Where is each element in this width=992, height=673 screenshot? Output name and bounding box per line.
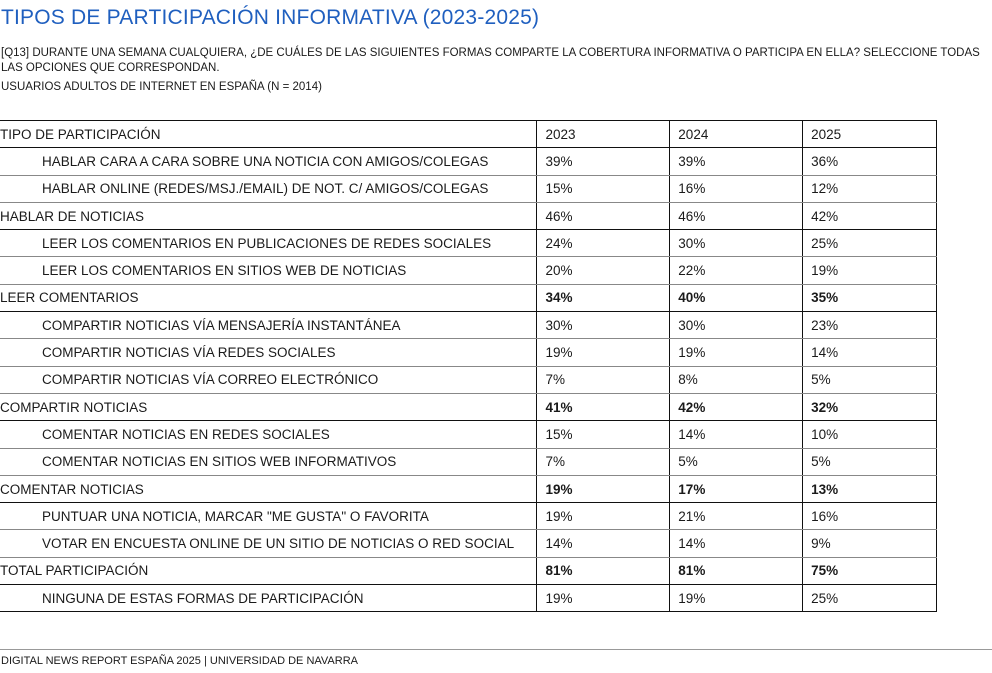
table-row: HABLAR ONLINE (REDES/MSJ./EMAIL) DE NOT.…: [0, 175, 937, 203]
cell-2025: 19%: [802, 256, 937, 285]
cell-2024: 14%: [669, 529, 804, 558]
cell-2023: 20%: [536, 256, 671, 285]
total-label: TOTAL PARTICIPACIÓN: [0, 556, 538, 586]
cell-2023: 46%: [536, 201, 671, 231]
table-row: PUNTUAR UNA NOTICIA, MARCAR "ME GUSTA" O…: [0, 502, 937, 531]
cell-2024: 40%: [669, 283, 804, 313]
cell-2025: 25%: [802, 584, 937, 613]
cell-2023: 30%: [536, 311, 671, 340]
row-label: VOTAR EN ENCUESTA ONLINE DE UN SITIO DE …: [0, 529, 538, 558]
table-row-group: COMPARTIR NOTICIAS 41% 42% 32%: [0, 392, 937, 422]
cell-2024: 22%: [669, 256, 804, 285]
cell-2024: 19%: [669, 338, 804, 367]
cell-2024: 81%: [669, 556, 804, 586]
survey-question: [Q13] DURANTE UNA SEMANA CUALQUIERA, ¿DE…: [1, 47, 980, 74]
row-label: COMENTAR NOTICIAS EN SITIOS WEB INFORMAT…: [0, 448, 538, 476]
header-2023: 2023: [536, 119, 671, 149]
table-row: LEER LOS COMENTARIOS EN PUBLICACIONES DE…: [0, 229, 937, 258]
cell-2025: 10%: [802, 420, 937, 449]
row-label: COMPARTIR NOTICIAS VÍA MENSAJERÍA INSTAN…: [0, 311, 538, 340]
participation-table: TIPO DE PARTICIPACIÓN 2023 2024 2025 HAB…: [0, 119, 937, 613]
cell-2023: 7%: [536, 448, 671, 476]
cell-2025: 23%: [802, 311, 937, 340]
cell-2025: 75%: [802, 556, 937, 586]
cell-2023: 14%: [536, 529, 671, 558]
table-row: HABLAR CARA A CARA SOBRE UNA NOTICIA CON…: [0, 147, 937, 176]
cell-2024: 19%: [669, 584, 804, 613]
row-label: COMPARTIR NOTICIAS VÍA CORREO ELECTRÓNIC…: [0, 366, 538, 394]
row-label: HABLAR ONLINE (REDES/MSJ./EMAIL) DE NOT.…: [0, 175, 538, 203]
cell-2024: 30%: [669, 229, 804, 258]
cell-2025: 42%: [802, 201, 937, 231]
cell-2024: 42%: [669, 392, 804, 422]
cell-2025: 12%: [802, 175, 937, 203]
cell-2023: 41%: [536, 392, 671, 422]
header-2025: 2025: [802, 119, 937, 149]
cell-2025: 16%: [802, 502, 937, 531]
group-label: LEER COMENTARIOS: [0, 283, 538, 313]
table-row-group: COMENTAR NOTICIAS 19% 17% 13%: [0, 474, 937, 504]
cell-2023: 15%: [536, 420, 671, 449]
row-label: LEER LOS COMENTARIOS EN PUBLICACIONES DE…: [0, 229, 538, 258]
page-title: TIPOS DE PARTICIPACIÓN INFORMATIVA (2023…: [1, 6, 540, 29]
table-row: NINGUNA DE ESTAS FORMAS DE PARTICIPACIÓN…: [0, 584, 937, 613]
group-label: HABLAR DE NOTICIAS: [0, 201, 538, 231]
cell-2025: 25%: [802, 229, 937, 258]
table-header-row: TIPO DE PARTICIPACIÓN 2023 2024 2025: [0, 119, 937, 149]
row-label: PUNTUAR UNA NOTICIA, MARCAR "ME GUSTA" O…: [0, 502, 538, 531]
group-label: COMPARTIR NOTICIAS: [0, 392, 538, 422]
table-row: COMPARTIR NOTICIAS VÍA CORREO ELECTRÓNIC…: [0, 366, 937, 394]
cell-2025: 32%: [802, 392, 937, 422]
table-row: LEER LOS COMENTARIOS EN SITIOS WEB DE NO…: [0, 256, 937, 285]
row-label: HABLAR CARA A CARA SOBRE UNA NOTICIA CON…: [0, 147, 538, 176]
sample-description: USUARIOS ADULTOS DE INTERNET EN ESPAÑA (…: [1, 81, 322, 93]
cell-2023: 19%: [536, 338, 671, 367]
cell-2023: 81%: [536, 556, 671, 586]
cell-2023: 19%: [536, 584, 671, 613]
cell-2023: 15%: [536, 175, 671, 203]
cell-2025: 13%: [802, 474, 937, 504]
header-2024: 2024: [669, 119, 804, 149]
cell-2024: 14%: [669, 420, 804, 449]
table-row: COMPARTIR NOTICIAS VÍA REDES SOCIALES 19…: [0, 338, 937, 367]
cell-2023: 34%: [536, 283, 671, 313]
cell-2024: 21%: [669, 502, 804, 531]
cell-2024: 46%: [669, 201, 804, 231]
table-row-total: TOTAL PARTICIPACIÓN 81% 81% 75%: [0, 556, 937, 586]
row-label: COMPARTIR NOTICIAS VÍA REDES SOCIALES: [0, 338, 538, 367]
table-row: COMENTAR NOTICIAS EN SITIOS WEB INFORMAT…: [0, 448, 937, 476]
header-tipo: TIPO DE PARTICIPACIÓN: [0, 119, 538, 149]
table-row-group: HABLAR DE NOTICIAS 46% 46% 42%: [0, 201, 937, 231]
table-row-group: LEER COMENTARIOS 34% 40% 35%: [0, 283, 937, 313]
table-row: VOTAR EN ENCUESTA ONLINE DE UN SITIO DE …: [0, 529, 937, 558]
footer-divider: [0, 649, 992, 650]
cell-2023: 19%: [536, 474, 671, 504]
cell-2025: 5%: [802, 366, 937, 394]
cell-2025: 5%: [802, 448, 937, 476]
cell-2023: 24%: [536, 229, 671, 258]
table-row: COMPARTIR NOTICIAS VÍA MENSAJERÍA INSTAN…: [0, 311, 937, 340]
cell-2023: 19%: [536, 502, 671, 531]
cell-2024: 8%: [669, 366, 804, 394]
row-label: COMENTAR NOTICIAS EN REDES SOCIALES: [0, 420, 538, 449]
cell-2023: 39%: [536, 147, 671, 176]
row-label: LEER LOS COMENTARIOS EN SITIOS WEB DE NO…: [0, 256, 538, 285]
cell-2024: 5%: [669, 448, 804, 476]
cell-2025: 14%: [802, 338, 937, 367]
group-label: COMENTAR NOTICIAS: [0, 474, 538, 504]
table-row: COMENTAR NOTICIAS EN REDES SOCIALES 15% …: [0, 420, 937, 449]
cell-2025: 36%: [802, 147, 937, 176]
cell-2024: 17%: [669, 474, 804, 504]
cell-2025: 9%: [802, 529, 937, 558]
cell-2024: 30%: [669, 311, 804, 340]
cell-2024: 16%: [669, 175, 804, 203]
cell-2025: 35%: [802, 283, 937, 313]
footer-credit: DIGITAL NEWS REPORT ESPAÑA 2025 | UNIVER…: [1, 655, 358, 667]
cell-2023: 7%: [536, 366, 671, 394]
row-label: NINGUNA DE ESTAS FORMAS DE PARTICIPACIÓN: [0, 584, 538, 613]
cell-2024: 39%: [669, 147, 804, 176]
